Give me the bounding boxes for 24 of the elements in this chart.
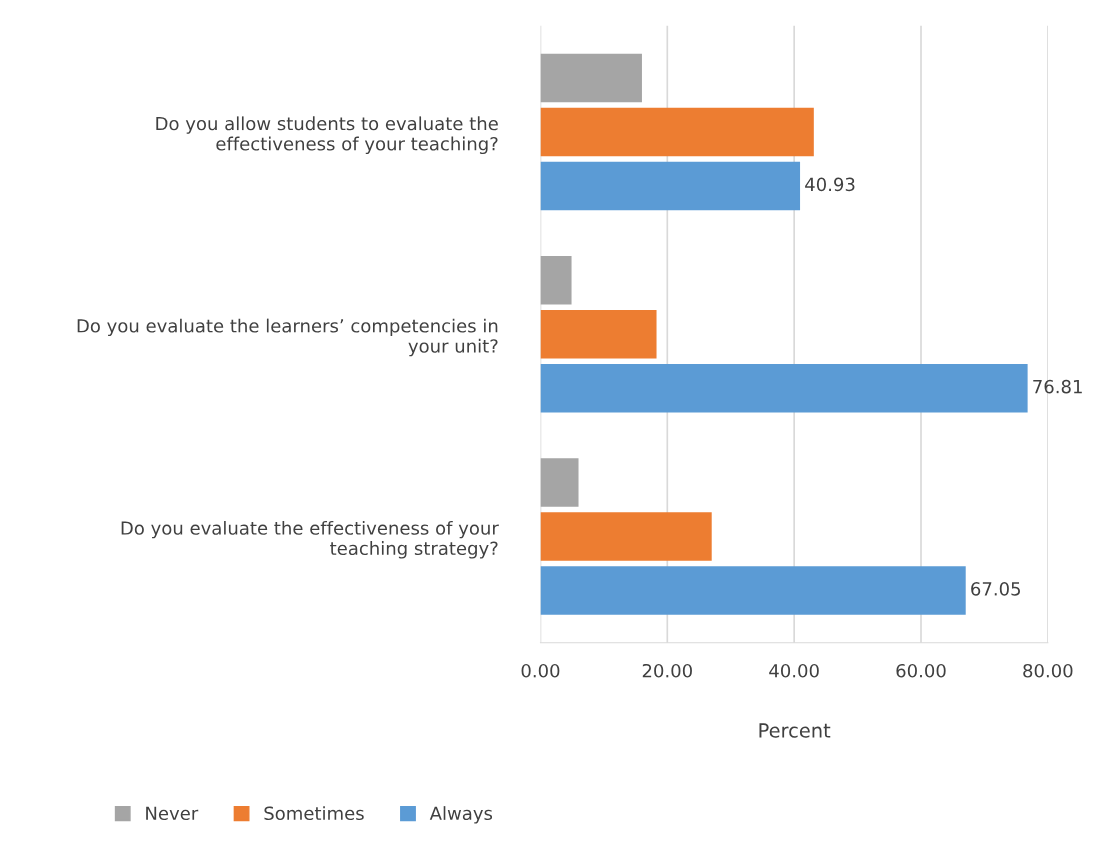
bar	[540, 256, 572, 305]
legend-label: Never	[146, 806, 199, 821]
x-tick-label: 60.00	[896, 663, 946, 678]
y-tick-label: Do you allow students to evaluate the effectiveness of your teaching?	[156, 116, 498, 155]
x-tick-label: 40.00	[769, 663, 819, 678]
data-label: 76.81	[1033, 379, 1082, 394]
bar	[540, 363, 1028, 413]
x-axis-title: Percent	[759, 723, 831, 738]
bar	[540, 309, 657, 359]
legend-label: Always	[429, 806, 493, 824]
x-tick-label: 80.00	[1023, 663, 1073, 678]
bar	[540, 107, 814, 157]
bar	[540, 53, 642, 103]
y-tick-label: Do you evaluate the effectiveness of your teaching strategy?	[121, 520, 499, 559]
bar	[540, 161, 801, 211]
bar	[540, 512, 712, 561]
x-tick-label: 0.00	[521, 663, 560, 678]
data-label: 40.93	[805, 177, 855, 192]
x-tick-label: 20.00	[642, 663, 692, 678]
data-label: 67.05	[971, 582, 1020, 596]
bar	[540, 458, 579, 507]
y-tick-label: Do you evaluate the learners’ competencies in your unit?	[77, 318, 498, 357]
legend-label: Sometimes	[264, 806, 364, 821]
bar	[540, 566, 966, 615]
